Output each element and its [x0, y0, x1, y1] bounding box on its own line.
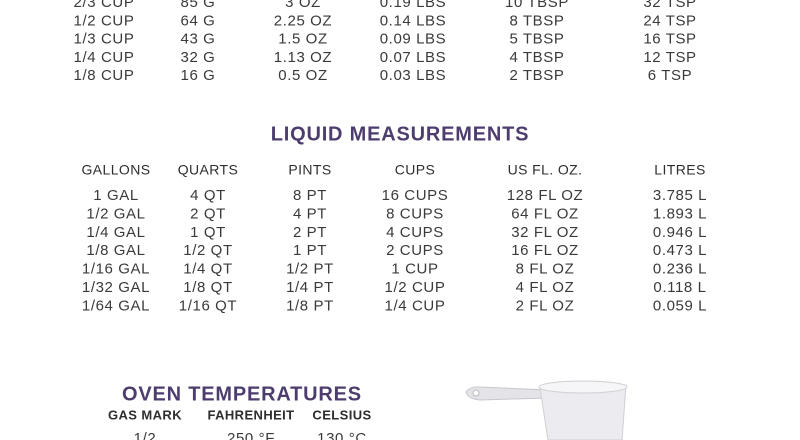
column-header: CUPS	[395, 162, 436, 178]
table-cell: 2 CUPS	[386, 242, 444, 259]
section-title: OVEN TEMPERATURES	[122, 383, 362, 405]
table-cell: 4 CUPS	[386, 224, 444, 241]
table-cell: 2 QT	[190, 205, 226, 222]
table-cell: 128 FL OZ	[507, 187, 584, 204]
table-cell: 2 FL OZ	[516, 297, 575, 314]
column-header: GAS MARK	[108, 407, 182, 422]
table-cell: 0.09 LBS	[380, 31, 447, 48]
table-cell: 16 G	[181, 67, 216, 84]
table-cell: 1/2	[134, 430, 157, 440]
table-cell: 8 PT	[293, 187, 327, 204]
table-cell: 1 CUP	[391, 261, 438, 278]
table-cell: 1 GAL	[93, 187, 139, 204]
table-cell: 12 TSP	[643, 49, 696, 66]
table-cell: 16 FL OZ	[511, 242, 579, 259]
table-cell: 1 PT	[293, 242, 327, 259]
table-cell: 2 PT	[293, 224, 327, 241]
table-cell: 4 QT	[190, 187, 226, 204]
table-cell: 1/2 PT	[286, 261, 334, 278]
table-cell: 64 G	[181, 12, 216, 29]
table-cell: 0.473 L	[653, 242, 707, 259]
table-cell: 1.13 OZ	[274, 49, 332, 66]
table-cell: 250 °F	[227, 430, 275, 440]
table-cell: 1/16 QT	[179, 297, 237, 314]
table-cell: 1/4 QT	[183, 261, 232, 278]
table-cell: 1/8 GAL	[86, 242, 145, 259]
table-cell: 0.07 LBS	[380, 49, 447, 66]
table-cell: 1/64 GAL	[82, 297, 150, 314]
column-header: PINTS	[288, 162, 331, 178]
table-cell: 1.893 L	[653, 205, 707, 222]
table-cell: 2 TBSP	[509, 67, 564, 84]
column-header: QUARTS	[178, 162, 239, 178]
table-cell: 130 °C	[317, 430, 367, 440]
table-cell: 8 FL OZ	[516, 261, 575, 278]
section-title: LIQUID MEASUREMENTS	[271, 123, 530, 145]
table-cell: 2.25 OZ	[274, 12, 332, 29]
table-cell: 0.5 OZ	[278, 67, 327, 84]
table-cell: 0.946 L	[653, 224, 707, 241]
table-cell: 3 OZ	[285, 0, 321, 11]
table-cell: 32 TSP	[643, 0, 696, 11]
column-header: CELSIUS	[312, 407, 371, 422]
table-cell: 16 TSP	[643, 31, 696, 48]
measuring-cup	[465, 380, 628, 440]
table-cell: 0.059 L	[653, 297, 707, 314]
table-cell: 6 TSP	[648, 67, 692, 84]
table-cell: 32 G	[181, 49, 216, 66]
table-cell: 0.03 LBS	[380, 67, 447, 84]
table-cell: 4 TBSP	[509, 49, 564, 66]
table-cell: 1/4 CUP	[385, 297, 446, 314]
table-cell: 85 G	[181, 0, 216, 11]
table-cell: 1/4 PT	[286, 279, 334, 296]
table-cell: 1.5 OZ	[278, 31, 327, 48]
table-cell: 1/2 CUP	[385, 279, 446, 296]
column-header: LITRES	[654, 162, 705, 178]
table-cell: 1/3 CUP	[74, 31, 135, 48]
table-cell: 1/2 CUP	[74, 12, 135, 29]
table-cell: 8 CUPS	[386, 205, 444, 222]
table-cell: 3.785 L	[653, 187, 707, 204]
column-header: FAHRENHEIT	[207, 407, 294, 422]
table-cell: 10 TBSP	[505, 0, 569, 11]
table-cell: 1/4 CUP	[74, 49, 135, 66]
table-cell: 1/8 CUP	[74, 67, 135, 84]
table-cell: 43 G	[181, 31, 216, 48]
table-cell: 0.14 LBS	[380, 12, 447, 29]
table-cell: 5 TBSP	[509, 31, 564, 48]
table-cell: 0.118 L	[653, 279, 706, 296]
table-cell: 1/8 PT	[286, 297, 334, 314]
table-cell: 1/4 GAL	[86, 224, 145, 241]
column-header: US FL. OZ.	[508, 162, 583, 178]
table-cell: 1/2 QT	[183, 242, 232, 259]
table-cell: 1/8 QT	[183, 279, 232, 296]
table-cell: 1/2 GAL	[86, 205, 145, 222]
table-cell: 4 PT	[293, 205, 327, 222]
table-cell: 2/3 CUP	[74, 0, 135, 11]
table-cell: 24 TSP	[643, 12, 696, 29]
table-cell: 0.236 L	[653, 261, 707, 278]
table-cell: 1/32 GAL	[82, 279, 150, 296]
table-cell: 8 TBSP	[509, 12, 564, 29]
column-header: GALLONS	[82, 162, 151, 178]
table-cell: 0.19 LBS	[380, 0, 447, 11]
table-cell: 32 FL OZ	[511, 224, 579, 241]
table-cell: 1/16 GAL	[82, 261, 150, 278]
table-cell: 1 QT	[190, 224, 226, 241]
table-cell: 4 FL OZ	[516, 279, 575, 296]
table-cell: 64 FL OZ	[511, 205, 579, 222]
table-cell: 16 CUPS	[382, 187, 449, 204]
